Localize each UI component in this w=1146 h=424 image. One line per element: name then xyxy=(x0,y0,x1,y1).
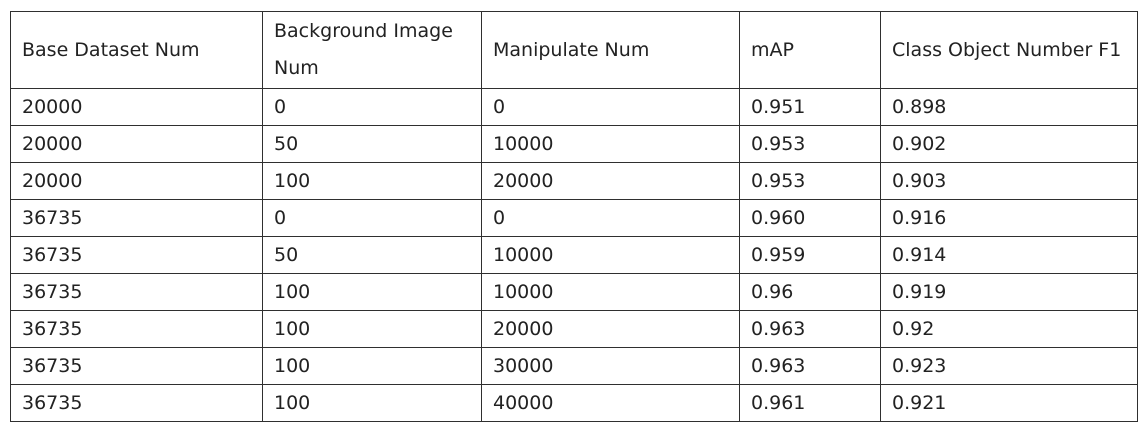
cell-class-object-number-f1: 0.923 xyxy=(880,347,1138,385)
cell-class-object-number-f1: 0.903 xyxy=(880,162,1138,200)
table-row: 20000 50 10000 0.953 0.902 xyxy=(10,125,1138,163)
cell-base-dataset-num: 20000 xyxy=(10,125,263,163)
cell-map: 0.953 xyxy=(739,162,881,200)
cell-background-image-num: 0 xyxy=(262,199,482,237)
table-row: 20000 0 0 0.951 0.898 xyxy=(10,88,1138,126)
cell-background-image-num: 100 xyxy=(262,273,482,311)
cell-class-object-number-f1: 0.921 xyxy=(880,384,1138,422)
cell-background-image-num: 0 xyxy=(262,88,482,126)
cell-map: 0.951 xyxy=(739,88,881,126)
cell-base-dataset-num: 20000 xyxy=(10,162,263,200)
header-map: mAP xyxy=(739,11,881,89)
cell-manipulate-num: 20000 xyxy=(481,310,740,348)
cell-background-image-num: 100 xyxy=(262,310,482,348)
cell-class-object-number-f1: 0.92 xyxy=(880,310,1138,348)
header-class-object-number-f1: Class Object Number F1 xyxy=(880,11,1138,89)
cell-base-dataset-num: 36735 xyxy=(10,310,263,348)
cell-map: 0.963 xyxy=(739,310,881,348)
cell-manipulate-num: 10000 xyxy=(481,236,740,274)
cell-base-dataset-num: 36735 xyxy=(10,384,263,422)
cell-manipulate-num: 0 xyxy=(481,88,740,126)
table-row: 20000 100 20000 0.953 0.903 xyxy=(10,162,1138,200)
cell-class-object-number-f1: 0.898 xyxy=(880,88,1138,126)
table-row: 36735 100 20000 0.963 0.92 xyxy=(10,310,1138,348)
cell-map: 0.953 xyxy=(739,125,881,163)
cell-class-object-number-f1: 0.914 xyxy=(880,236,1138,274)
table-row: 36735 50 10000 0.959 0.914 xyxy=(10,236,1138,274)
cell-background-image-num: 50 xyxy=(262,236,482,274)
cell-background-image-num: 100 xyxy=(262,162,482,200)
cell-map: 0.960 xyxy=(739,199,881,237)
cell-manipulate-num: 40000 xyxy=(481,384,740,422)
cell-base-dataset-num: 36735 xyxy=(10,347,263,385)
cell-map: 0.963 xyxy=(739,347,881,385)
cell-base-dataset-num: 36735 xyxy=(10,236,263,274)
cell-map: 0.96 xyxy=(739,273,881,311)
cell-manipulate-num: 0 xyxy=(481,199,740,237)
cell-class-object-number-f1: 0.916 xyxy=(880,199,1138,237)
cell-background-image-num: 50 xyxy=(262,125,482,163)
cell-map: 0.961 xyxy=(739,384,881,422)
cell-manipulate-num: 20000 xyxy=(481,162,740,200)
table-row: 36735 100 40000 0.961 0.921 xyxy=(10,384,1138,422)
cell-base-dataset-num: 36735 xyxy=(10,273,263,311)
cell-background-image-num: 100 xyxy=(262,347,482,385)
table-header: Base Dataset Num Background Image Num Ma… xyxy=(10,11,1138,89)
cell-manipulate-num: 10000 xyxy=(481,125,740,163)
table-row: 36735 100 30000 0.963 0.923 xyxy=(10,347,1138,385)
table-row: 36735 100 10000 0.96 0.919 xyxy=(10,273,1138,311)
cell-manipulate-num: 10000 xyxy=(481,273,740,311)
header-row: Base Dataset Num Background Image Num Ma… xyxy=(10,11,1138,89)
cell-map: 0.959 xyxy=(739,236,881,274)
table-body: 20000 0 0 0.951 0.898 20000 50 10000 0.9… xyxy=(10,88,1138,422)
table-row: 36735 0 0 0.960 0.916 xyxy=(10,199,1138,237)
cell-class-object-number-f1: 0.902 xyxy=(880,125,1138,163)
results-table: Base Dataset Num Background Image Num Ma… xyxy=(10,11,1138,422)
cell-base-dataset-num: 20000 xyxy=(10,88,263,126)
header-background-image-num: Background Image Num xyxy=(262,11,482,89)
cell-base-dataset-num: 36735 xyxy=(10,199,263,237)
cell-class-object-number-f1: 0.919 xyxy=(880,273,1138,311)
cell-background-image-num: 100 xyxy=(262,384,482,422)
cell-manipulate-num: 30000 xyxy=(481,347,740,385)
header-base-dataset-num: Base Dataset Num xyxy=(10,11,263,89)
header-manipulate-num: Manipulate Num xyxy=(481,11,740,89)
